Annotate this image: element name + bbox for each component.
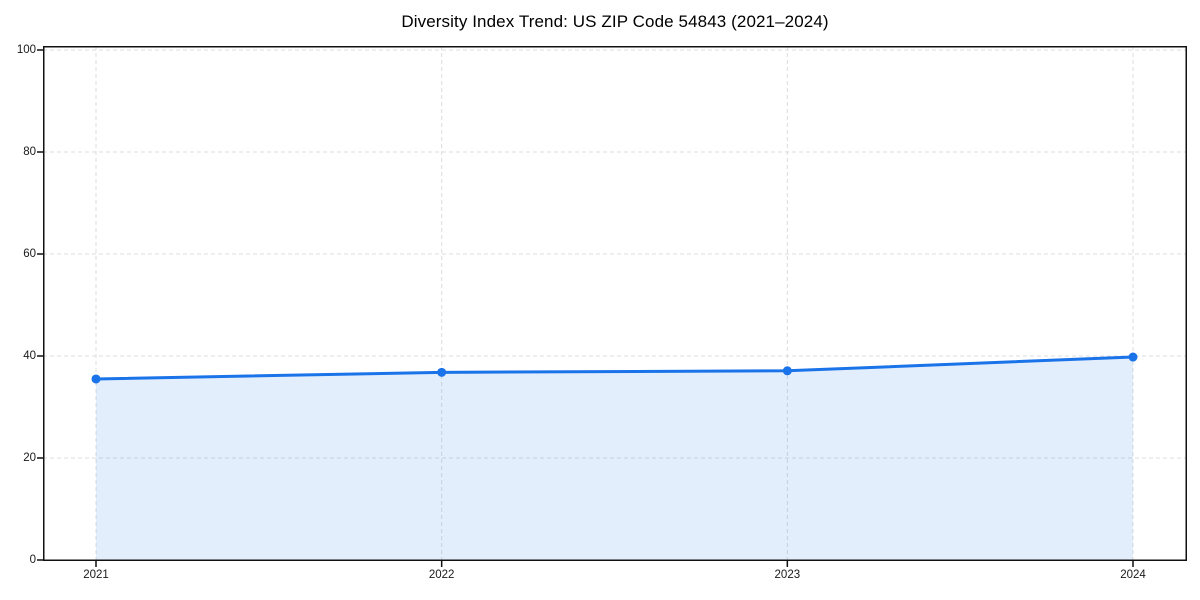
y-tick-label: 80 — [23, 146, 36, 158]
data-point-marker — [1128, 352, 1138, 362]
chart-title: Diversity Index Trend: US ZIP Code 54843… — [401, 12, 829, 31]
plot-border — [43, 46, 1187, 561]
y-tick-label: 20 — [23, 452, 36, 464]
plot-area — [37, 46, 1187, 567]
y-tick-label: 40 — [23, 350, 36, 362]
y-tick-label: 60 — [23, 248, 36, 260]
y-tick-label: 100 — [16, 44, 36, 56]
x-tick-label: 2024 — [1120, 569, 1146, 581]
chart-svg — [37, 46, 1187, 567]
x-tick-label: 2022 — [428, 569, 455, 581]
data-point-marker — [91, 374, 101, 384]
x-tick-label: 2021 — [83, 569, 109, 581]
x-tick-label: 2023 — [774, 569, 801, 581]
trend-line — [94, 355, 1135, 381]
data-point-marker — [437, 367, 447, 377]
data-point-marker — [782, 366, 792, 376]
y-tick-label: 0 — [29, 554, 36, 566]
area-fill — [96, 357, 1133, 560]
